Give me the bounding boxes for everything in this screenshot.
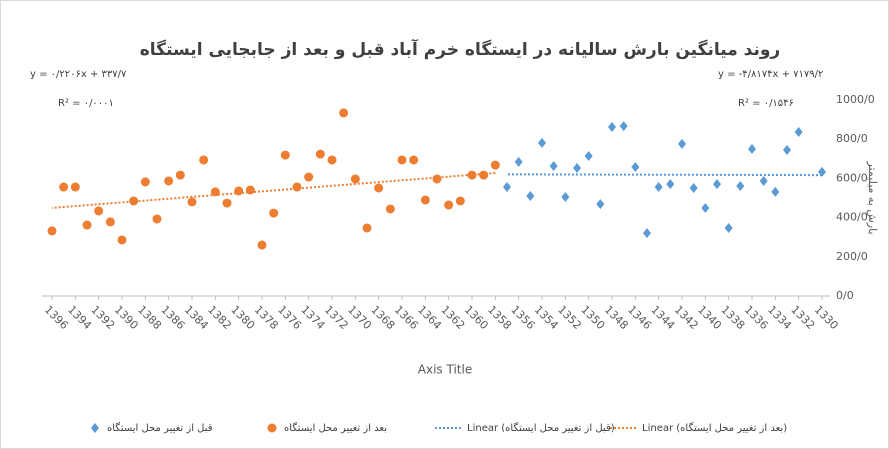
- point: [82, 220, 92, 230]
- point: [269, 208, 279, 218]
- point: [199, 155, 209, 165]
- point: [385, 204, 395, 214]
- y-tick-label: 200/0: [836, 250, 868, 263]
- x-axis-title: Axis Title: [418, 363, 472, 377]
- point: [140, 177, 150, 187]
- point: [503, 182, 511, 193]
- point: [526, 191, 535, 202]
- point: [666, 179, 675, 190]
- point: [59, 182, 69, 192]
- point: [304, 172, 314, 182]
- point: [654, 182, 663, 193]
- point: [455, 196, 465, 206]
- r-squared: R² = ۰/۱۵۴۶: [738, 98, 794, 109]
- point: [105, 217, 115, 227]
- point: [420, 195, 430, 205]
- point: [549, 161, 558, 172]
- point: [362, 223, 372, 233]
- point: [573, 163, 581, 174]
- point: [222, 198, 232, 208]
- point: [584, 151, 593, 162]
- point: [152, 214, 162, 224]
- legend-label: بعد از تغییر محل ایستگاه: [284, 422, 387, 434]
- point: [164, 176, 174, 186]
- point: [701, 202, 710, 213]
- point: [47, 226, 57, 236]
- point: [724, 222, 733, 233]
- point: [608, 122, 616, 133]
- point: [596, 199, 605, 210]
- point: [234, 186, 244, 196]
- chart-title: روند میانگین بارش سالیانه در ایستگاه خرم…: [140, 38, 780, 60]
- point: [187, 197, 197, 207]
- point: [561, 192, 570, 203]
- point: [467, 170, 477, 180]
- point: [689, 183, 698, 194]
- point: [245, 185, 255, 195]
- y-tick-label: 0/0: [836, 289, 854, 302]
- legend-label: Linear (بعد از تغییر محل ایستگاه): [642, 422, 787, 434]
- trendline: [506, 173, 823, 177]
- point: [678, 138, 686, 149]
- legend-marker: [91, 423, 99, 433]
- point: [713, 179, 721, 190]
- point: [432, 174, 442, 184]
- equation: y = -۴/۸۱۷۴x + ۷۱۷۹/۲: [718, 69, 823, 80]
- y-tick-label: 600/0: [836, 171, 868, 184]
- point: [783, 144, 791, 155]
- point: [292, 182, 302, 192]
- point: [794, 126, 803, 137]
- y-axis-title: بارش به میلیمتر: [866, 160, 879, 234]
- r-squared: R² = ۰/۰۰۰۱: [58, 98, 114, 109]
- y-tick-label: 800/0: [836, 132, 868, 145]
- point: [643, 228, 651, 239]
- point: [444, 200, 454, 210]
- point: [175, 170, 185, 180]
- point: [327, 155, 337, 165]
- point: [280, 150, 290, 160]
- point: [631, 162, 640, 173]
- point: [117, 235, 127, 245]
- point: [479, 170, 489, 180]
- point: [315, 149, 325, 159]
- point: [210, 187, 220, 197]
- legend-marker: [267, 423, 277, 433]
- point: [339, 108, 349, 118]
- point: [129, 196, 139, 206]
- legend-label: قبل از تغییر محل ایستگاه: [107, 422, 213, 434]
- y-tick-label: 1000/0: [836, 93, 875, 106]
- point: [619, 121, 628, 132]
- point: [70, 182, 80, 192]
- point: [409, 155, 419, 165]
- y-tick-label: 400/0: [836, 211, 868, 224]
- legend-label: Linear (قبل از تغییر محل ایستگاه): [467, 422, 615, 434]
- point: [514, 156, 523, 167]
- point: [538, 137, 546, 148]
- point: [759, 175, 768, 186]
- point: [374, 183, 384, 193]
- point: [748, 144, 756, 154]
- point: [771, 186, 780, 197]
- point: [818, 166, 826, 177]
- point: [397, 155, 407, 165]
- equation: y = ۰/۲۲۰۶x + ۳۳۷/۷: [30, 69, 127, 80]
- point: [94, 206, 104, 216]
- point: [257, 240, 267, 250]
- point: [736, 181, 745, 192]
- point: [350, 174, 360, 184]
- point: [490, 160, 500, 170]
